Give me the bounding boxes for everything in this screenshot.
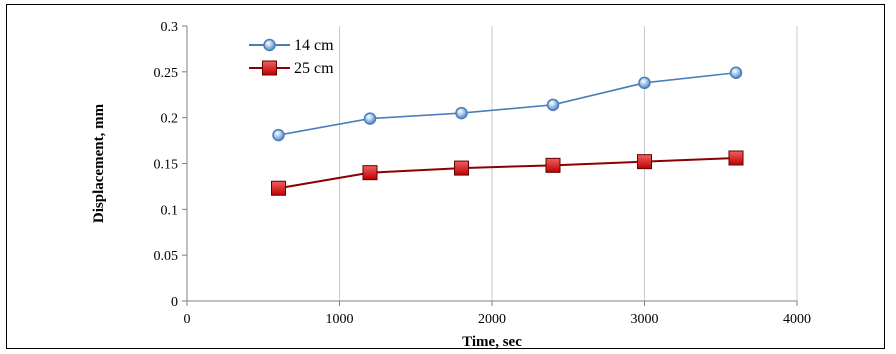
y-tick-label: 0.3 [161,20,179,35]
series-line [278,157,737,190]
y-axis-label: Displacement, mm [91,103,107,223]
data-point [546,98,560,112]
series-line [278,71,737,136]
series-1 [271,150,744,196]
x-axis-label: Time, sec [462,334,522,350]
series-0 [272,66,743,142]
legend: 14 cm 25 cm [249,37,334,77]
y-tick-label: 0.25 [154,66,179,81]
data-point [637,154,652,170]
data-point [728,150,744,166]
chart-frame [6,4,885,349]
legend-marker [263,38,276,52]
y-tick-label: 0 [171,295,178,310]
data-point [271,180,286,196]
data-point [272,128,285,142]
x-tick-label: 2000 [478,312,506,327]
y-tick-label: 0.2 [161,112,179,127]
x-tick-label: 0 [184,312,191,327]
x-tick-label: 4000 [783,312,811,327]
y-tick-label: 0.15 [154,158,179,173]
x-tick-label: 1000 [326,312,354,327]
axes [182,25,798,306]
data-point [362,165,378,181]
x-tick-label: 3000 [631,312,659,327]
grid-lines [339,26,798,301]
data-point [455,106,468,120]
y-tick-label: 0.05 [154,249,179,264]
data-point [363,112,377,125]
data-point [545,157,561,173]
legend-label: 25 cm [294,60,334,77]
data-series [271,66,744,196]
legend-label: 14 cm [294,37,334,54]
y-tick-label: 0.1 [161,203,179,218]
data-point [454,160,469,176]
legend-marker [262,60,277,76]
data-point [729,66,743,79]
data-point [638,76,651,90]
tick-labels: 0 0.05 0.1 0.15 0.2 0.25 0.3 0 1000 2000 3000 4000 [154,20,812,327]
